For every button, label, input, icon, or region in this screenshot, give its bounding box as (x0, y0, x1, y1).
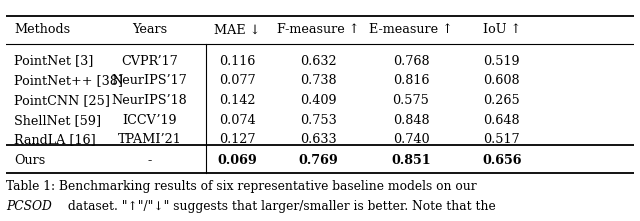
Text: 0.077: 0.077 (219, 74, 255, 87)
Text: 0.816: 0.816 (393, 74, 429, 87)
Text: ICCV’19: ICCV’19 (122, 114, 177, 127)
Text: 0.768: 0.768 (392, 55, 429, 68)
Text: 0.648: 0.648 (484, 114, 520, 127)
Text: 0.116: 0.116 (219, 55, 255, 68)
Text: 0.517: 0.517 (484, 133, 520, 147)
Text: 0.633: 0.633 (300, 133, 337, 147)
Text: 0.740: 0.740 (392, 133, 429, 147)
Text: 0.848: 0.848 (392, 114, 429, 127)
Text: RandLA [16]: RandLA [16] (14, 133, 95, 147)
Text: Table 1: Benchmarking results of six representative baseline models on our: Table 1: Benchmarking results of six rep… (6, 180, 477, 193)
Text: 0.753: 0.753 (300, 114, 337, 127)
Text: ShellNet [59]: ShellNet [59] (14, 114, 101, 127)
Text: PCSOD: PCSOD (6, 200, 52, 213)
Text: NeurIPS’18: NeurIPS’18 (111, 94, 188, 107)
Text: IoU ↑: IoU ↑ (483, 23, 521, 36)
Text: 0.519: 0.519 (484, 55, 520, 68)
Text: 0.769: 0.769 (298, 154, 338, 167)
Text: NeurIPS’17: NeurIPS’17 (111, 74, 188, 87)
Text: 0.575: 0.575 (392, 94, 429, 107)
Text: PointCNN [25]: PointCNN [25] (14, 94, 110, 107)
Text: TPAMI’21: TPAMI’21 (118, 133, 181, 147)
Text: F-measure ↑: F-measure ↑ (277, 23, 359, 36)
Text: 0.409: 0.409 (300, 94, 337, 107)
Text: 0.608: 0.608 (484, 74, 520, 87)
Text: 0.069: 0.069 (218, 154, 257, 167)
Text: 0.074: 0.074 (219, 114, 255, 127)
Text: CVPR’17: CVPR’17 (121, 55, 178, 68)
Text: Methods: Methods (14, 23, 70, 36)
Text: PointNet++ [38]: PointNet++ [38] (14, 74, 123, 87)
Text: E-measure ↑: E-measure ↑ (369, 23, 453, 36)
Text: 0.738: 0.738 (300, 74, 337, 87)
Text: 0.127: 0.127 (219, 133, 255, 147)
Text: dataset. "↑"/"↓" suggests that larger/smaller is better. Note that the: dataset. "↑"/"↓" suggests that larger/sm… (65, 200, 496, 213)
Text: 0.265: 0.265 (483, 94, 520, 107)
Text: Years: Years (132, 23, 167, 36)
Text: 0.632: 0.632 (300, 55, 337, 68)
Text: -: - (147, 154, 152, 167)
Text: 0.142: 0.142 (219, 94, 255, 107)
Text: PointNet [3]: PointNet [3] (14, 55, 93, 68)
Text: 0.851: 0.851 (391, 154, 431, 167)
Text: Ours: Ours (14, 154, 45, 167)
Text: 0.656: 0.656 (482, 154, 522, 167)
Text: MAE ↓: MAE ↓ (214, 23, 260, 36)
